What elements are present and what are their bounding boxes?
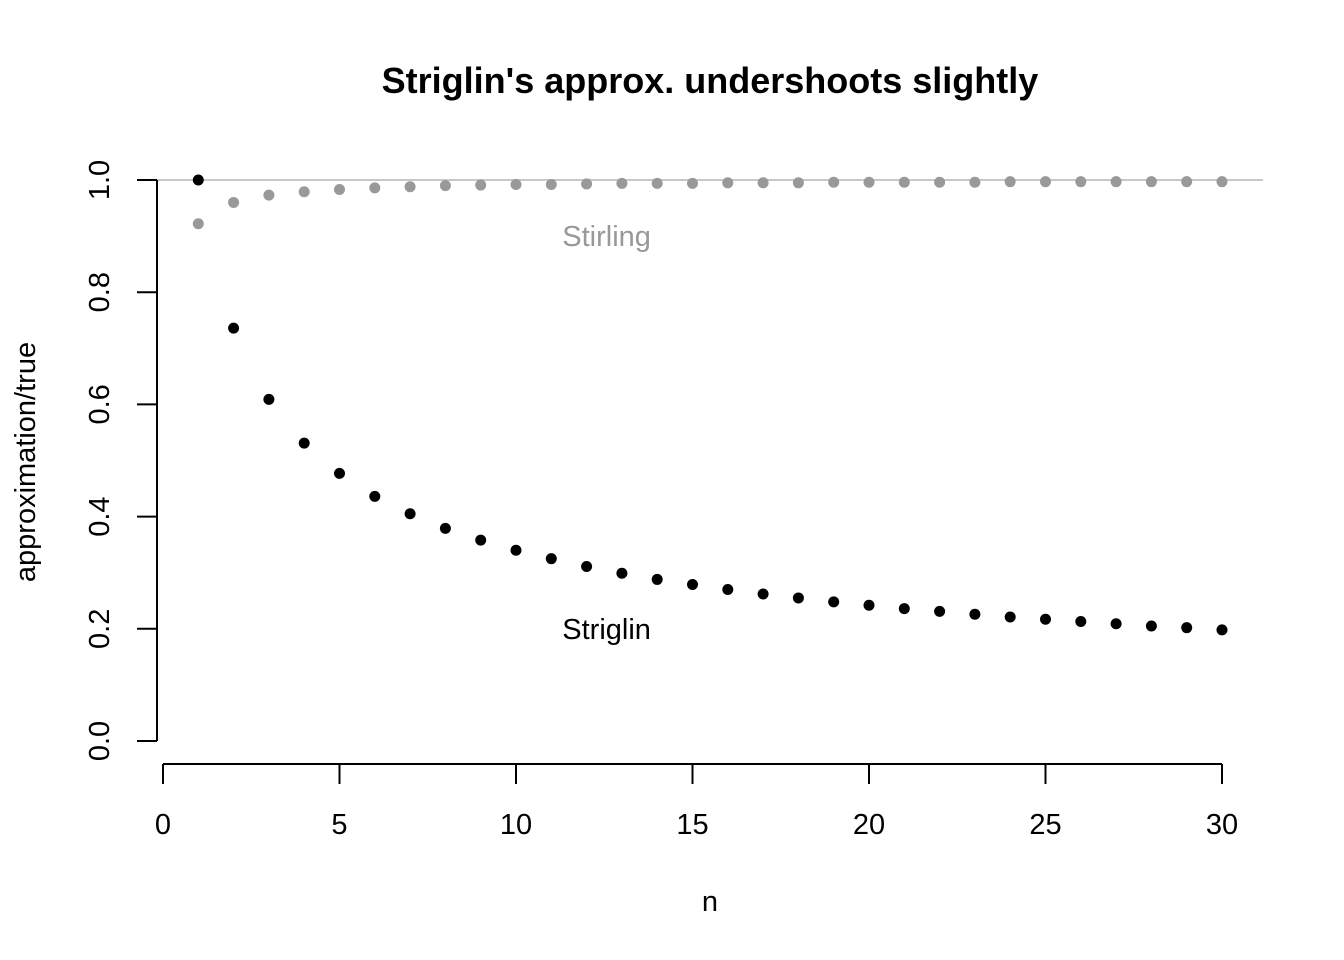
y-tick-label: 0.6	[84, 384, 116, 424]
y-tick-label: 0.0	[84, 721, 116, 761]
data-point	[581, 178, 593, 190]
data-point	[1181, 622, 1193, 634]
data-point	[1216, 176, 1228, 188]
data-point	[334, 467, 345, 479]
data-point	[439, 180, 451, 192]
data-point	[969, 176, 981, 188]
chart-title: Striglin's approx. undershoots slightly	[382, 60, 1039, 101]
data-point	[263, 393, 275, 405]
data-point	[475, 179, 487, 191]
data-point	[510, 178, 522, 190]
data-point	[828, 596, 840, 608]
data-point	[1075, 176, 1087, 188]
data-point	[616, 567, 628, 579]
data-point	[687, 177, 698, 189]
data-point	[334, 184, 345, 196]
data-point	[1216, 624, 1228, 636]
data-point	[439, 522, 451, 534]
data-point	[228, 322, 240, 334]
plot-area: Stirling Striglin	[155, 174, 1263, 646]
y-tick-label: 0.4	[84, 496, 116, 536]
data-point	[545, 553, 557, 565]
axes: 0 5 10 15 20 25 30 0.0 0.2 0.4 0.6 0.8 1.0	[84, 160, 1238, 841]
data-point	[475, 534, 487, 546]
data-point	[792, 177, 804, 189]
series-striglin	[192, 174, 1228, 636]
data-point	[263, 189, 275, 201]
data-point	[722, 177, 734, 189]
series-stirling	[192, 176, 1228, 230]
data-point	[228, 196, 240, 208]
data-point	[898, 603, 910, 615]
data-point	[651, 177, 663, 189]
data-point	[545, 178, 557, 190]
data-point	[192, 174, 204, 186]
data-point	[581, 561, 593, 573]
x-tick-label: 15	[676, 809, 708, 841]
data-point	[1004, 176, 1016, 188]
data-point	[757, 177, 769, 189]
data-point	[934, 605, 946, 617]
y-tick-label: 0.8	[84, 272, 116, 312]
data-point	[898, 176, 910, 188]
data-point	[969, 608, 981, 620]
x-tick-label: 10	[500, 809, 532, 841]
data-point	[404, 181, 416, 193]
series-label-striglin: Striglin	[562, 614, 651, 646]
data-point	[722, 584, 734, 596]
y-tick-label: 0.2	[84, 609, 116, 649]
data-point	[651, 573, 663, 585]
x-axis-label: n	[702, 886, 718, 918]
x-tick-label: 20	[853, 809, 885, 841]
data-point	[298, 437, 310, 449]
data-point	[1145, 620, 1157, 632]
data-point	[792, 592, 804, 604]
x-tick-label: 0	[155, 809, 171, 841]
data-point	[1040, 176, 1051, 188]
x-tick-label: 25	[1029, 809, 1061, 841]
data-point	[369, 490, 381, 502]
data-point	[1145, 176, 1157, 188]
data-point	[298, 186, 310, 198]
data-point	[192, 218, 204, 230]
data-point	[616, 177, 628, 189]
data-point	[863, 176, 875, 188]
data-point	[1110, 618, 1122, 630]
data-point	[1181, 176, 1193, 188]
data-point	[404, 508, 416, 520]
data-point	[934, 176, 946, 188]
data-point	[757, 588, 769, 600]
series-label-stirling: Stirling	[562, 221, 651, 253]
data-point	[863, 599, 875, 611]
data-point	[1004, 611, 1016, 623]
y-tick-label: 1.0	[84, 160, 116, 200]
data-point	[828, 176, 840, 188]
data-point	[1040, 613, 1051, 625]
x-tick-label: 30	[1206, 809, 1238, 841]
data-point	[369, 182, 381, 194]
data-point	[1110, 176, 1122, 188]
data-point	[1075, 616, 1087, 628]
x-tick-label: 5	[331, 809, 347, 841]
data-point	[687, 578, 698, 590]
data-point	[510, 544, 522, 556]
y-axis-label: approximation/true	[10, 342, 42, 582]
